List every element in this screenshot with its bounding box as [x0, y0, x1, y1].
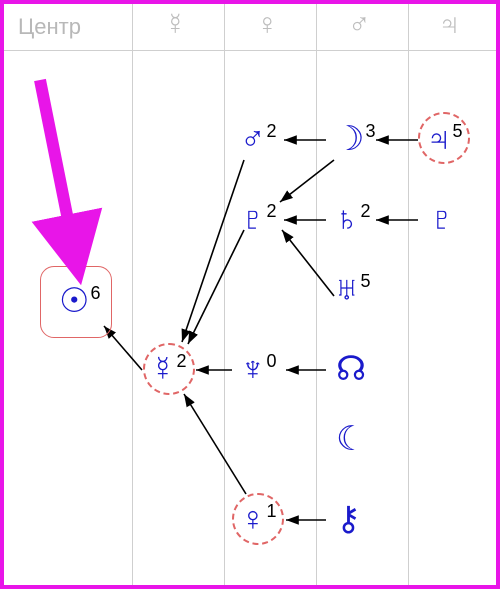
header-title: Центр [18, 14, 81, 40]
header-col-mercury: ☿ [164, 8, 187, 42]
header-col-venus: ♀ [256, 8, 279, 42]
header-col-jupiter: ♃ [438, 8, 461, 42]
highlight-arrow [4, 54, 496, 593]
header-divider [4, 50, 496, 51]
diagram-body: ☉6 ♂2 ☽3 ♃5 ♇2 ♄2 ♇ ♅5 ☿2 ♆0 ☊ ☾ ♀1 ⚷ [4, 54, 496, 585]
diagram-frame: Центр ☿ ♀ ♂ ♃ ☉6 [0, 0, 500, 589]
header-row: Центр ☿ ♀ ♂ ♃ [4, 4, 496, 50]
header-col-mars: ♂ [348, 8, 371, 42]
